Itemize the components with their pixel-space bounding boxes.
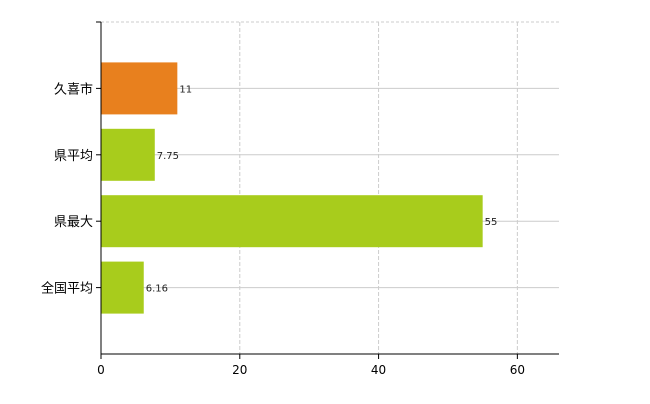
data-label: 6.16	[146, 284, 168, 295]
data-label: 7.75	[157, 151, 179, 162]
x-tick-label: 20	[232, 363, 247, 377]
data-label: 55	[485, 217, 498, 228]
bar	[101, 195, 483, 248]
category-label: 久喜市	[54, 81, 93, 97]
x-tick-label: 60	[510, 363, 525, 377]
x-tick-label: 0	[97, 363, 105, 377]
category-label: 県平均	[54, 149, 93, 164]
x-tick-label: 40	[371, 363, 386, 377]
bar	[101, 62, 178, 115]
category-label: 全国平均	[41, 281, 93, 297]
bar	[101, 261, 144, 314]
bar	[101, 128, 155, 181]
data-label: 11	[179, 84, 192, 95]
category-label: 県最大	[54, 215, 93, 230]
